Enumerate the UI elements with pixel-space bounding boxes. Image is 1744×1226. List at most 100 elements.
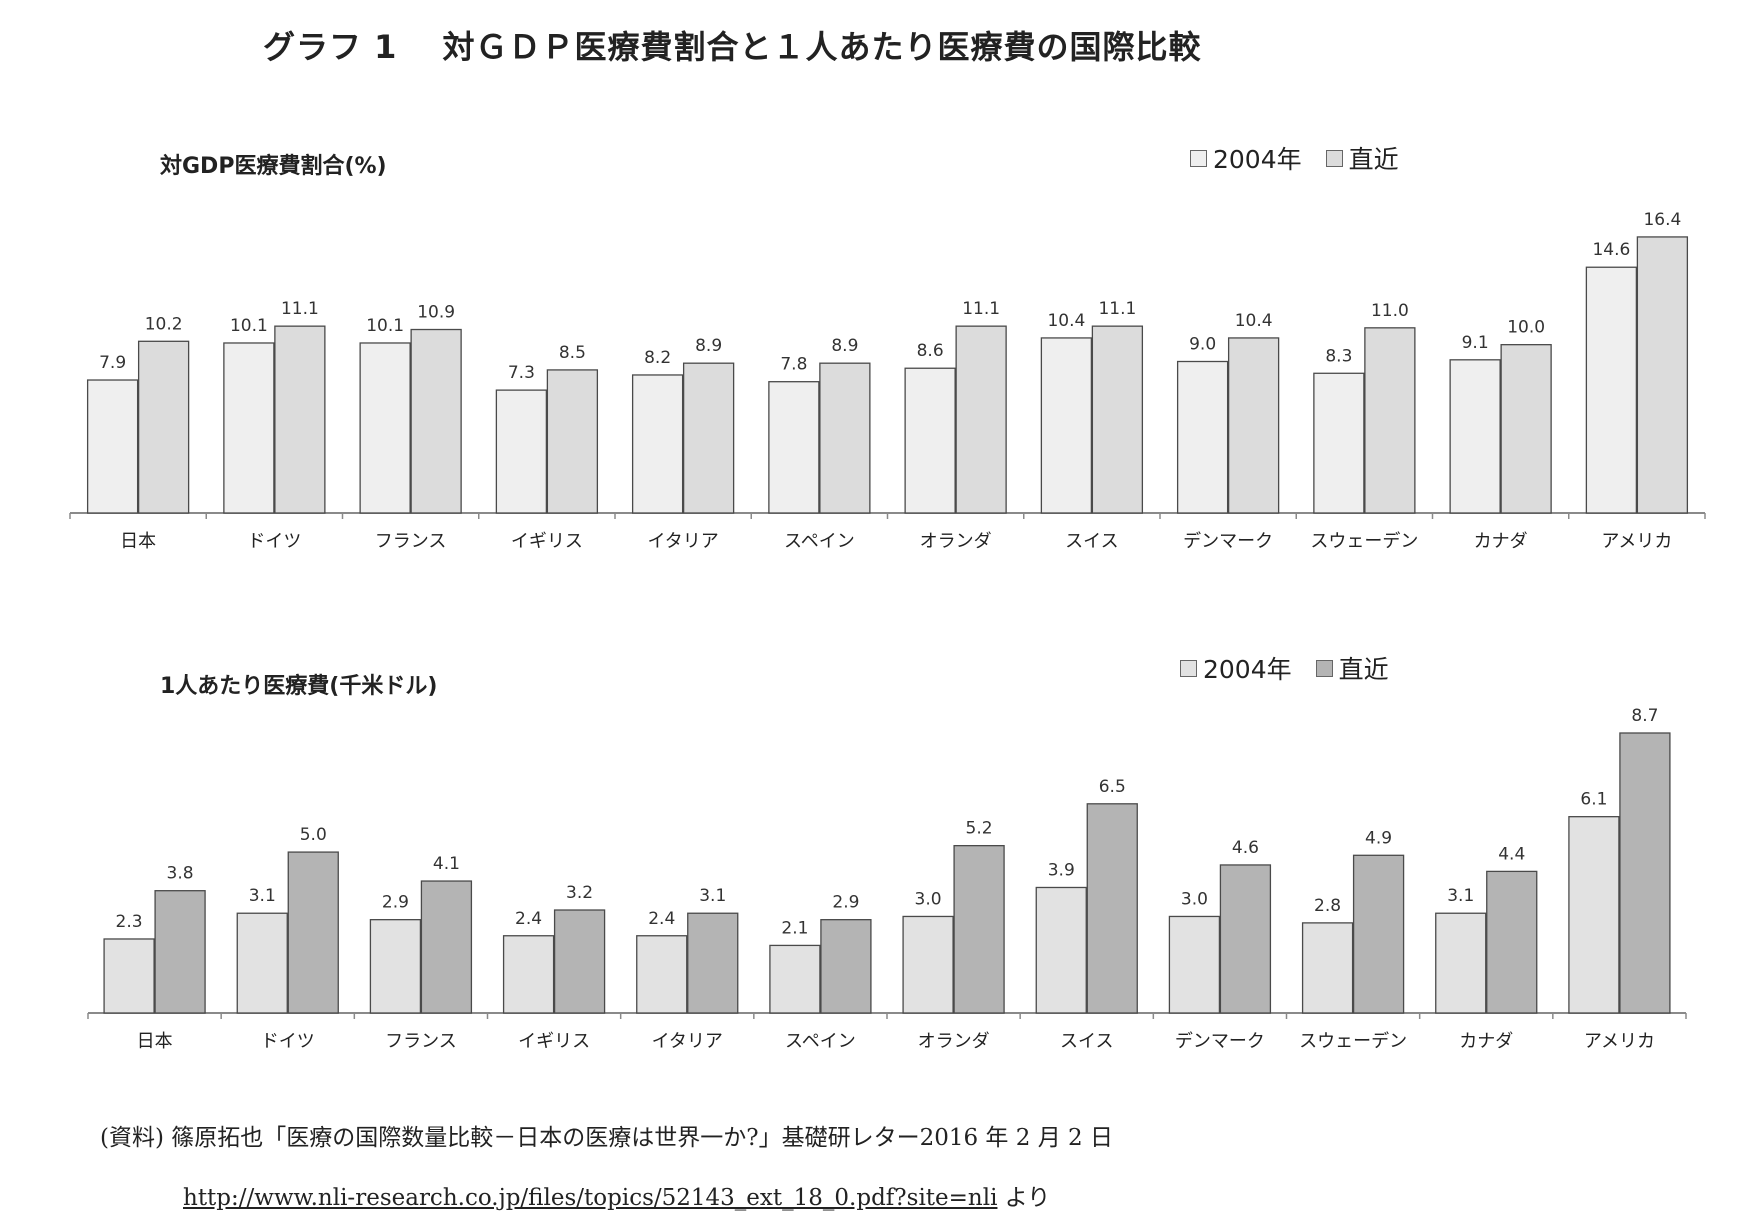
data-label: 2.8 [1314,896,1341,916]
data-label: 9.1 [1462,333,1489,353]
chart-legend: 2004年 直近 [1190,140,1413,176]
data-label: 7.9 [99,353,126,373]
source-url-suffix: より [1004,1185,1051,1211]
bar-2004 [1035,886,1087,1014]
bar-chart-plot: 2.3 3.8 日本 3.1 5.0 ドイツ 2.9 4.1 フランス 2.4 3.2 イギリス 2.4… [87,706,1687,1052]
category-label: オランダ [920,531,992,552]
bar-recent [955,325,1007,514]
category-label: カナダ [1459,1031,1513,1052]
category-label: オランダ [918,1031,990,1052]
data-label: 7.3 [508,363,535,383]
data-label: 10.9 [417,303,455,323]
legend-item-recent: 直近 [1325,140,1399,176]
data-label: 3.1 [1447,886,1474,906]
data-label: 2.9 [832,893,859,913]
bar-2004 [631,374,684,514]
data-label: 3.1 [699,886,726,906]
data-label: 3.0 [1181,889,1208,909]
source-url-line: http://www.nli-research.co.jp/files/topi… [183,1178,1050,1212]
bar-recent [137,340,190,514]
data-label: 4.6 [1232,838,1259,858]
bar-2004 [904,367,956,514]
bar-2004 [369,919,422,1014]
bar-2004 [769,944,821,1014]
category-label: フランス [385,1031,457,1052]
legend-swatch-recent [1325,149,1343,167]
data-label: 10.1 [230,316,268,336]
source-url-link[interactable]: http://www.nli-research.co.jp/files/topi… [183,1185,998,1211]
bar-recent [819,362,871,514]
category-label: アメリカ [1584,1031,1655,1052]
legend-swatch-2004 [1190,149,1207,167]
category-label: イタリア [652,1031,723,1052]
bar-2004 [103,938,155,1014]
data-label: 5.0 [300,825,327,845]
data-label: 8.2 [644,348,671,368]
bar-2004 [1585,266,1638,514]
bar-2004 [1168,915,1221,1014]
data-label: 11.1 [1098,299,1136,319]
chart-legend: 2004年 直近 [1180,650,1403,686]
category-label: ドイツ [261,1031,315,1052]
bar-recent [1486,870,1538,1014]
bar-recent [546,369,599,514]
data-label: 6.5 [1099,777,1126,797]
category-label: 日本 [120,531,156,552]
bar-recent [1364,327,1416,514]
data-label: 4.9 [1365,828,1392,848]
bar-recent [1352,854,1405,1014]
bar-recent [1086,803,1138,1014]
per-capita-chart: 1人あたり医療費(千米ドル) 2004年 直近 2.3 3.8 日本 3.1 5.0 ドイ… [0,640,1744,1080]
bar-2004 [223,342,275,514]
data-label: 8.9 [695,336,722,356]
category-label: フランス [375,531,447,552]
page-title: グラフ 1 対ＧＤＰ医療費割合と１人あたり医療費の国際比較 [263,28,1202,66]
data-label: 2.1 [781,918,808,938]
category-label: スペイン [785,1031,856,1052]
bar-2004 [1449,359,1501,514]
bar-recent [1219,864,1272,1014]
data-label: 8.6 [917,341,944,361]
data-label: 4.4 [1498,844,1525,864]
legend-label: 直近 [1348,145,1399,174]
legend-label: 直近 [1338,655,1389,684]
data-label: 8.7 [1631,706,1658,726]
chart-title: 1人あたり医療費(千米ドル) [160,674,438,699]
category-label: ドイツ [247,531,301,552]
category-label: スウェーデン [1310,531,1418,552]
bar-2004 [495,389,548,514]
data-label: 7.8 [780,355,807,375]
bar-2004 [1040,337,1093,514]
data-label: 2.9 [382,893,409,913]
data-label: 10.0 [1507,318,1545,338]
bar-2004 [1313,372,1365,514]
category-label: イギリス [511,531,583,552]
bar-recent [553,909,606,1014]
category-label: アメリカ [1601,531,1672,552]
bar-2004 [1176,360,1229,514]
data-label: 10.2 [145,314,183,334]
data-label: 9.0 [1189,335,1216,355]
category-label: スイス [1060,1031,1113,1052]
legend-item-2004: 2004年 [1190,140,1302,176]
gdp-share-chart: 対GDP医療費割合(%) 2004年 直近 7.9 10.2 日本 10.1 11.1 ド… [0,120,1744,580]
bar-recent [274,325,326,514]
data-label: 5.2 [966,819,993,839]
data-label: 6.1 [1580,790,1607,810]
bar-recent [1636,236,1689,514]
bar-2004 [359,342,411,514]
data-label: 10.1 [366,316,404,336]
legend-swatch-2004 [1180,659,1197,677]
category-label: スペイン [784,531,855,552]
bar-recent [1091,325,1144,514]
bar-recent [682,362,735,514]
data-label: 4.1 [433,854,460,874]
bar-2004 [768,381,820,514]
legend-label: 2004年 [1203,655,1292,684]
data-label: 16.4 [1643,210,1681,230]
data-label: 2.4 [515,909,542,929]
category-label: イタリア [647,531,718,552]
data-label: 8.3 [1325,346,1352,366]
data-label: 3.0 [915,889,942,909]
category-label: スウェーデン [1299,1031,1407,1052]
